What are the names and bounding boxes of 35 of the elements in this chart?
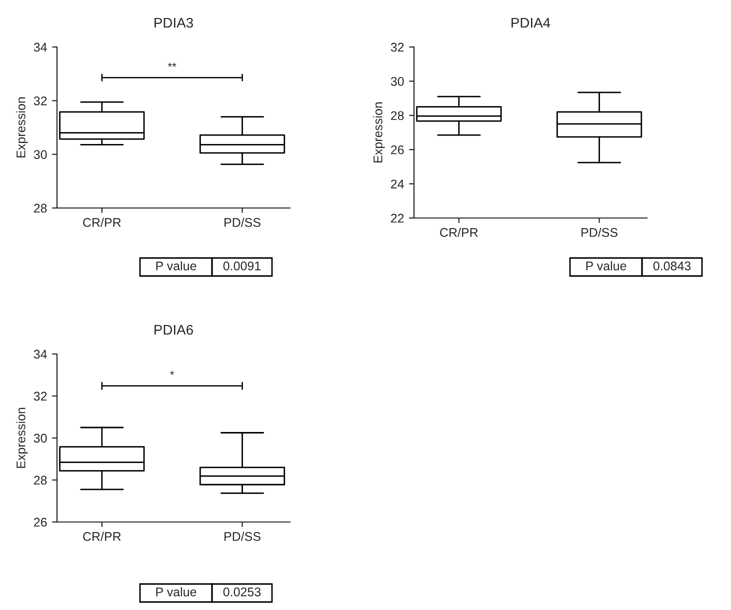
text: P value	[586, 261, 626, 270]
y-tick-label: 30	[34, 434, 47, 443]
text: 0.0253	[223, 588, 261, 596]
x-tick-label: PD/SS	[224, 218, 260, 227]
y-tick-label: 32	[34, 392, 47, 401]
y-tick-label: 32	[34, 96, 47, 106]
y-tick-label: 28	[34, 476, 47, 485]
x-tick-label: CR/PR	[440, 228, 478, 237]
y-axis-title: Expression	[373, 102, 385, 162]
y-axis-title: Expression	[16, 97, 28, 158]
y-tick-label: 30	[34, 150, 47, 159]
x-tick-label: CR/PR	[83, 532, 121, 541]
chart-title: PDIA6	[154, 324, 193, 335]
text: P value	[156, 587, 196, 596]
y-axis-title: Expression	[16, 408, 28, 468]
y-tick-label: 26	[391, 145, 404, 154]
y-tick-label: 32	[390, 42, 404, 52]
y-tick-label: 30	[390, 77, 404, 86]
y-tick-label: 28	[34, 204, 47, 213]
y-tick-label: 28	[391, 111, 404, 120]
y-tick-label: 24	[391, 180, 404, 188]
annotation: **	[168, 62, 176, 67]
text: 0.0091	[223, 262, 261, 270]
text: P value	[156, 261, 196, 270]
text: 0.0843	[653, 262, 691, 270]
y-tick-label: 34	[34, 42, 47, 52]
annotation: *	[170, 370, 174, 375]
chart-title: PDIA4	[512, 18, 550, 28]
y-tick-label: 34	[34, 350, 47, 359]
x-tick-label: PD/SS	[224, 532, 260, 541]
y-tick-label: 26	[34, 518, 47, 527]
x-tick-label: PD/SS	[582, 228, 618, 237]
x-tick-label: CR/PR	[83, 218, 121, 227]
y-tick-label: 22	[391, 214, 404, 223]
chart-title: PDIA3	[154, 18, 193, 28]
